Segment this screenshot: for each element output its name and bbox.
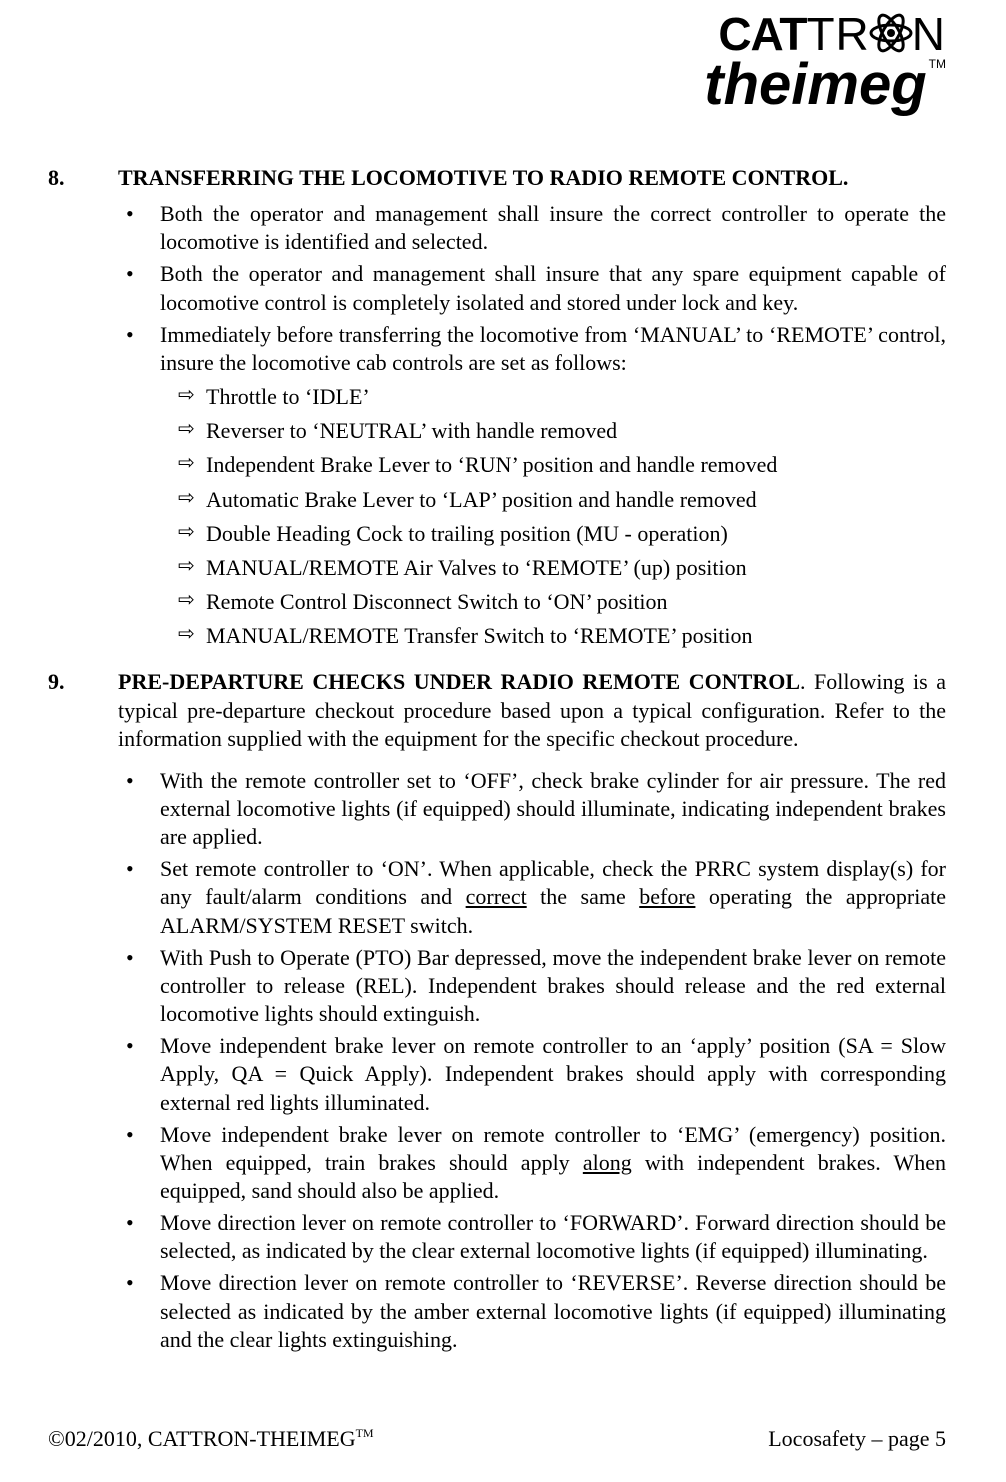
arrow-item: MANUAL/REMOTE Air Valves to ‘REMOTE’ (up… [160,554,946,582]
section-9-bullets: With the remote controller set to ‘OFF’,… [118,767,946,1354]
logo-theimeg: theimeg [704,52,926,117]
section-8-number: 8. [48,164,118,192]
section-9-title-wrap: PRE-DEPARTURE CHECKS UNDER RADIO REMOTE … [118,668,946,752]
section-9-heading: 9. PRE-DEPARTURE CHECKS UNDER RADIO REMO… [48,668,946,752]
arrow-item: Automatic Brake Lever to ‘LAP’ position … [160,486,946,514]
arrow-item: Reverser to ‘NEUTRAL’ with handle remove… [160,417,946,445]
logo-tm: TM [929,57,946,71]
footer-right: Locosafety – page 5 [768,1426,946,1452]
content: 8. TRANSFERRING THE LOCOMOTIVE TO RADIO … [48,164,946,1354]
text-underline: along [583,1150,632,1175]
section-8-bullets: Both the operator and management shall i… [118,200,946,650]
footer-tm: TM [356,1426,374,1440]
logo: CATTRN theimegTM [704,10,946,111]
arrow-item: MANUAL/REMOTE Transfer Switch to ‘REMOTE… [160,622,946,650]
footer-copyright: ©02/2010, CATTRON-THEIMEG [48,1426,356,1451]
list-item: Move independent brake lever on remote c… [118,1032,946,1116]
section-8-title: TRANSFERRING THE LOCOMOTIVE TO RADIO REM… [118,165,848,190]
list-item: With the remote controller set to ‘OFF’,… [118,767,946,851]
page: CATTRN theimegTM 8. TRANSFERRING THE LOC… [0,0,1006,1482]
footer-left: ©02/2010, CATTRON-THEIMEGTM [48,1426,374,1452]
list-item: Immediately before transferring the loco… [118,321,946,651]
list-item: Set remote controller to ‘ON’. When appl… [118,855,946,939]
text: the same [527,884,640,909]
arrow-item: Independent Brake Lever to ‘RUN’ positio… [160,451,946,479]
arrow-item: Remote Control Disconnect Switch to ‘ON’… [160,588,946,616]
list-item: Move direction lever on remote controlle… [118,1209,946,1265]
section-9-title: PRE-DEPARTURE CHECKS UNDER RADIO REMOTE … [118,669,800,694]
list-item: Move independent brake lever on remote c… [118,1121,946,1205]
arrow-item: Throttle to ‘IDLE’ [160,383,946,411]
section-8-heading: 8. TRANSFERRING THE LOCOMOTIVE TO RADIO … [48,164,946,192]
list-item: With Push to Operate (PTO) Bar depressed… [118,944,946,1028]
section-9-number: 9. [48,668,118,752]
text-underline: correct [466,884,527,909]
section-8-arrow-list: Throttle to ‘IDLE’ Reverser to ‘NEUTRAL’… [160,383,946,650]
logo-line2: theimegTM [704,59,946,111]
list-item: Both the operator and management shall i… [118,260,946,316]
list-item: Both the operator and management shall i… [118,200,946,256]
text-underline: before [639,884,695,909]
list-item-text: Immediately before transferring the loco… [160,322,946,375]
footer: ©02/2010, CATTRON-THEIMEGTM Locosafety –… [48,1426,946,1452]
list-item: Move direction lever on remote controlle… [118,1269,946,1353]
section-8-title-wrap: TRANSFERRING THE LOCOMOTIVE TO RADIO REM… [118,164,848,192]
arrow-item: Double Heading Cock to trailing position… [160,520,946,548]
